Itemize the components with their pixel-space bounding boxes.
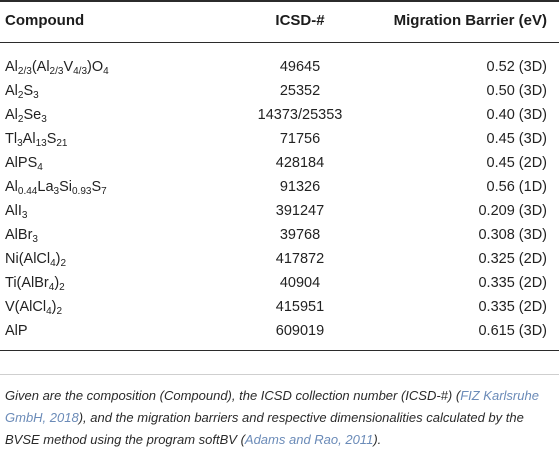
caption-text-1: Given are the composition (Compound), th… [5, 388, 461, 403]
table-row: Al2S3 25352 0.50 (3D) [0, 82, 559, 106]
caption-separator [0, 374, 559, 375]
compound-cell: AlI3 [5, 203, 28, 221]
table-row: Al0.44La3Si0.93S7 91326 0.56 (1D) [0, 178, 559, 202]
barrier-cell: 0.308 (3D) [478, 227, 547, 243]
compound-cell: AlBr3 [5, 227, 38, 245]
icsd-cell: 71756 [279, 131, 321, 147]
compound-cell: Al2Se3 [5, 107, 47, 125]
compound-cell: Al2S3 [5, 83, 39, 101]
table-row: AlBr3 39768 0.308 (3D) [0, 226, 559, 250]
header-compound: Compound [5, 12, 85, 29]
compound-cell: AlP [5, 323, 28, 339]
barrier-cell: 0.40 (3D) [486, 107, 547, 123]
table-row: Al2Se3 14373/25353 0.40 (3D) [0, 106, 559, 130]
compound-cell: Ni(AlCl4)2 [5, 251, 67, 269]
table-header-rule [0, 42, 559, 43]
table-caption: Given are the composition (Compound), th… [5, 385, 553, 451]
barrier-cell: 0.335 (2D) [478, 275, 547, 291]
table-row: Al2/3(Al2/3V4/3)O4 49645 0.52 (3D) [0, 58, 559, 82]
icsd-cell: 391247 [275, 203, 325, 219]
table-row: Ti(AlBr4)2 40904 0.335 (2D) [0, 274, 559, 298]
table-row: Ni(AlCl4)2 417872 0.325 (2D) [0, 250, 559, 274]
barrier-cell: 0.52 (3D) [486, 59, 547, 75]
icsd-cell: 40904 [279, 275, 321, 291]
icsd-cell: 91326 [279, 179, 321, 195]
header-icsd: ICSD-# [275, 12, 325, 29]
table-row: Tl3Al13S21 71756 0.45 (3D) [0, 130, 559, 154]
barrier-cell: 0.50 (3D) [486, 83, 547, 99]
icsd-cell: 25352 [279, 83, 321, 99]
icsd-cell: 14373/25353 [257, 107, 343, 123]
icsd-cell: 428184 [275, 155, 325, 171]
icsd-cell: 49645 [279, 59, 321, 75]
barrier-cell: 0.45 (2D) [486, 155, 547, 171]
barrier-cell: 0.335 (2D) [478, 299, 547, 315]
table-row: AlPS4 428184 0.45 (2D) [0, 154, 559, 178]
icsd-cell: 609019 [275, 323, 325, 339]
compound-cell: Al0.44La3Si0.93S7 [5, 179, 107, 197]
caption-text-3: ). [373, 432, 382, 447]
table-row: AlI3 391247 0.209 (3D) [0, 202, 559, 226]
icsd-cell: 417872 [275, 251, 325, 267]
table-row: AlP 609019 0.615 (3D) [0, 322, 559, 346]
icsd-cell: 415951 [275, 299, 325, 315]
table-row: V(AlCl4)2 415951 0.335 (2D) [0, 298, 559, 322]
header-migration-barrier: Migration Barrier (eV) [393, 12, 547, 29]
compound-cell: Tl3Al13S21 [5, 131, 68, 149]
barrier-cell: 0.615 (3D) [478, 323, 547, 339]
barrier-cell: 0.209 (3D) [478, 203, 547, 219]
table-top-rule [0, 0, 559, 2]
barrier-cell: 0.56 (1D) [486, 179, 547, 195]
compound-cell: AlPS4 [5, 155, 43, 173]
barrier-cell: 0.45 (3D) [486, 131, 547, 147]
barrier-cell: 0.325 (2D) [478, 251, 547, 267]
table-bottom-rule [0, 350, 559, 351]
citation-link-adams-rao[interactable]: Adams and Rao, 2011 [244, 432, 374, 447]
compound-cell: Ti(AlBr4)2 [5, 275, 65, 293]
compound-cell: Al2/3(Al2/3V4/3)O4 [5, 59, 109, 77]
caption-text-2: ), and the migration barriers and respec… [5, 410, 524, 447]
compound-cell: V(AlCl4)2 [5, 299, 63, 317]
icsd-cell: 39768 [279, 227, 321, 243]
citation-link-fiz[interactable]: FIZ Karlsruhe GmbH, 2018 [5, 388, 539, 425]
